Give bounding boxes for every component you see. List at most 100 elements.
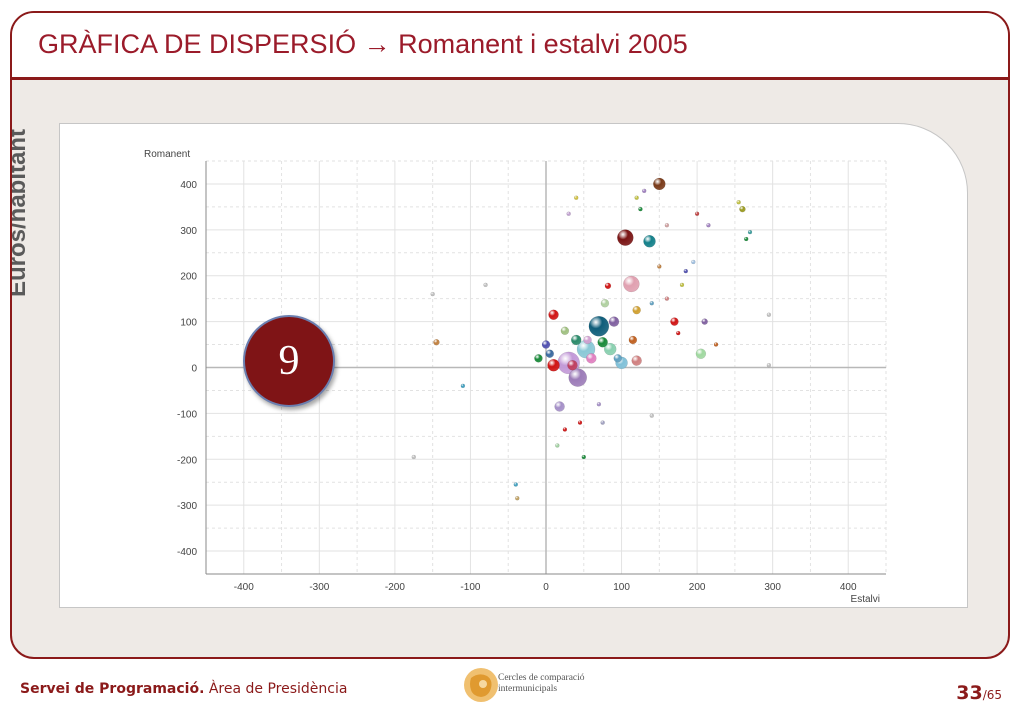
y-tick-label: -200	[177, 455, 197, 466]
y-axis-label: Romanent	[144, 149, 190, 160]
data-point	[534, 354, 543, 363]
y-tick-label: -100	[177, 409, 197, 420]
data-point	[679, 282, 685, 288]
data-point	[586, 353, 597, 364]
y-tick-label: -400	[177, 547, 197, 558]
data-point	[583, 335, 592, 345]
data-point	[566, 211, 571, 217]
data-point	[713, 342, 719, 347]
data-point	[664, 296, 670, 301]
data-point	[570, 334, 582, 346]
data-point	[460, 383, 466, 389]
data-point	[411, 454, 417, 460]
data-point	[743, 236, 749, 242]
data-point	[555, 443, 560, 448]
page-current: 33	[956, 682, 983, 704]
data-point	[694, 211, 700, 217]
data-point	[597, 337, 608, 348]
arrow-icon: →	[363, 29, 391, 59]
data-point	[554, 401, 565, 412]
data-point	[567, 359, 578, 371]
x-tick-label: -300	[309, 582, 329, 593]
data-point	[581, 454, 587, 460]
data-point	[632, 305, 641, 315]
footer-service: Servei de Programació.	[20, 681, 205, 697]
data-point	[747, 229, 753, 235]
data-point	[588, 315, 610, 337]
y-tick-label: 400	[180, 180, 197, 191]
scatter-chart: 400 300 200 100 0 -100 -200 -300 -400 -400 -300 -20…	[144, 149, 887, 605]
page-total: /65	[982, 688, 1002, 702]
data-point	[649, 413, 655, 418]
footer-area: Àrea de Presidència	[204, 681, 348, 697]
data-point	[513, 482, 519, 487]
data-point	[683, 268, 689, 274]
data-point	[623, 275, 640, 293]
data-point	[515, 496, 520, 501]
data-point	[562, 427, 568, 432]
slide-frame: GRÀFICA DE DISPERSIÓ → Romanent i estalv…	[10, 11, 1010, 659]
title-subtitle: Romanent i estalvi 2005	[398, 29, 688, 59]
data-point	[545, 349, 555, 358]
data-point	[600, 420, 605, 425]
slide-number-badge: 9	[243, 315, 335, 407]
data-point	[653, 177, 666, 191]
cercles-logo-icon	[464, 668, 498, 702]
x-tick-label: 0	[543, 582, 549, 593]
data-point	[600, 299, 610, 308]
data-point	[577, 420, 583, 425]
data-point	[643, 235, 656, 248]
data-point	[547, 358, 560, 372]
logo-text: Cercles de comparació intermunicipals	[498, 673, 608, 695]
title-bar: GRÀFICA DE DISPERSIÓ → Romanent i estalv…	[12, 13, 1008, 80]
data-point	[649, 301, 655, 306]
x-tick-label: 300	[764, 582, 781, 593]
data-point	[664, 222, 670, 228]
x-tick-label: -200	[385, 582, 405, 593]
data-point	[657, 264, 662, 269]
x-tick-label: -400	[234, 582, 254, 593]
y-tick-label: 200	[180, 272, 197, 283]
data-point	[670, 317, 679, 326]
x-axis-label: Estalvi	[851, 594, 880, 605]
data-point	[736, 200, 741, 205]
data-point	[641, 188, 647, 194]
y-tick-label: 100	[180, 318, 197, 329]
data-point	[691, 259, 696, 265]
data-point	[628, 335, 638, 345]
data-point	[739, 205, 746, 213]
data-point	[701, 318, 708, 325]
data-point	[608, 316, 620, 327]
chart-panel: 400 300 200 100 0 -100 -200 -300 -400 -400 -300 -20…	[59, 123, 968, 608]
data-point	[695, 348, 707, 359]
data-point	[766, 312, 772, 317]
data-point	[706, 222, 711, 228]
logo-line-2: intermunicipals	[498, 684, 558, 694]
y-tick-label: -300	[177, 501, 197, 512]
data-point	[613, 354, 623, 363]
data-point	[603, 342, 617, 356]
data-point	[483, 282, 488, 288]
data-point	[634, 195, 639, 200]
x-tick-label: 100	[613, 582, 630, 593]
data-point	[675, 330, 681, 336]
data-point	[604, 282, 612, 290]
data-point	[548, 309, 559, 320]
data-point	[766, 362, 772, 368]
footer-department: Servei de Programació. Àrea de Presidènc…	[20, 681, 347, 697]
y-axis-title: Euros/habitant	[10, 129, 31, 298]
data-point	[573, 195, 579, 200]
y-tick-label: 300	[180, 226, 197, 237]
page-number: 33/65	[956, 682, 1002, 704]
x-tick-label: 200	[689, 582, 706, 593]
x-tick-label: 400	[840, 582, 857, 593]
slide-title: GRÀFICA DE DISPERSIÓ → Romanent i estalv…	[38, 29, 688, 60]
data-point	[596, 401, 602, 407]
title-main: GRÀFICA DE DISPERSIÓ	[38, 29, 357, 59]
data-point	[430, 291, 435, 297]
data-point	[568, 368, 587, 387]
data-point	[560, 326, 570, 336]
data-point	[433, 339, 440, 346]
data-point	[541, 340, 551, 349]
x-tick-label: -100	[460, 582, 480, 593]
